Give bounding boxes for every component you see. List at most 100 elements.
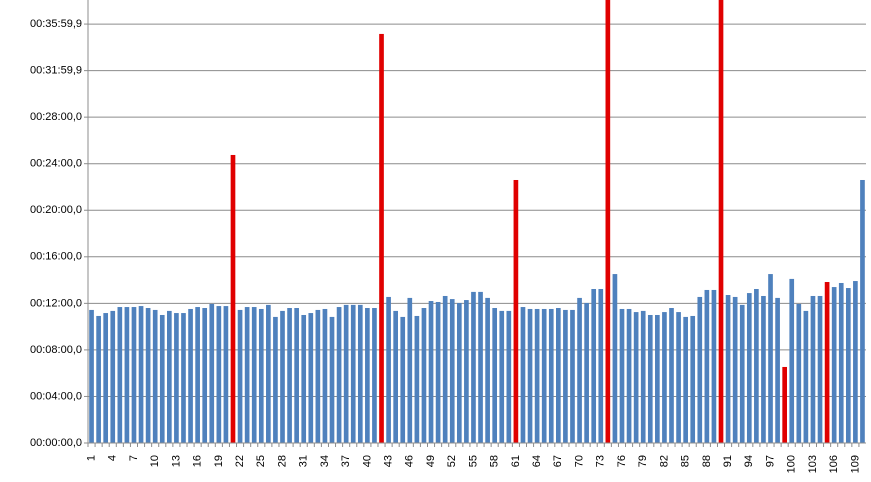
bar	[541, 308, 547, 443]
bar	[655, 314, 660, 443]
bar	[96, 315, 101, 443]
x-tick-label: 97	[764, 455, 776, 467]
bar	[591, 288, 597, 443]
bar	[435, 301, 441, 443]
x-tick-label: 16	[192, 455, 204, 467]
bar	[103, 313, 109, 443]
bar	[421, 308, 427, 443]
bar	[442, 295, 448, 443]
bar	[322, 308, 328, 443]
x-tick-label: 109	[849, 455, 861, 473]
bar	[563, 309, 568, 443]
bar	[414, 315, 420, 443]
bar	[449, 299, 455, 443]
x-tick-label: 7	[128, 455, 140, 461]
bar	[350, 304, 356, 443]
y-tick-label: 00:12:00,0	[30, 297, 82, 309]
y-tick-label: 00:16:00,0	[30, 251, 82, 263]
x-tick-label: 25	[255, 455, 267, 467]
bar	[266, 304, 271, 443]
bar	[789, 278, 795, 443]
bar	[690, 315, 696, 443]
x-tick-label: 79	[637, 455, 649, 467]
bar	[662, 312, 667, 443]
bar	[647, 314, 653, 443]
bar	[386, 296, 391, 443]
x-tick-label: 82	[658, 455, 670, 467]
y-tick-label: 00:28:00,0	[30, 111, 82, 123]
x-tick-label: 19	[213, 455, 225, 467]
bar	[251, 307, 257, 443]
bar	[768, 274, 773, 443]
bar	[216, 306, 222, 443]
bar	[640, 310, 646, 443]
bar	[145, 308, 151, 443]
x-tick-label: 13	[170, 455, 182, 467]
y-tick-label: 00:00:00,0	[30, 437, 82, 449]
x-tick-label: 4	[107, 455, 119, 461]
x-tick-label: 100	[786, 455, 798, 473]
bar	[237, 309, 243, 443]
x-tick-label: 40	[361, 455, 373, 467]
bar	[534, 308, 540, 443]
bar	[393, 310, 398, 443]
bar	[336, 307, 342, 443]
bar	[167, 310, 172, 443]
x-tick-label: 52	[446, 455, 458, 467]
bar	[556, 308, 561, 443]
bar	[499, 310, 505, 443]
bar	[845, 288, 851, 443]
bar	[110, 310, 116, 443]
bar	[676, 312, 681, 443]
bar	[329, 316, 335, 443]
bar	[117, 307, 123, 443]
bar	[612, 274, 618, 443]
x-tick-label: 34	[319, 455, 331, 467]
x-tick-label: 106	[828, 455, 840, 473]
bar	[131, 307, 137, 443]
bar	[308, 313, 314, 443]
bar	[124, 307, 130, 443]
x-tick-label: 10	[149, 455, 161, 467]
y-tick-label: 00:31:59,9	[30, 65, 82, 77]
x-tick-label: 1	[85, 455, 97, 461]
y-tick-label: 00:04:00,0	[30, 390, 82, 402]
bar	[202, 308, 208, 443]
bar	[273, 316, 278, 443]
bar	[810, 295, 816, 443]
bar	[223, 306, 229, 443]
bar	[428, 301, 434, 443]
x-tick-label: 88	[701, 455, 713, 467]
bar	[315, 309, 321, 443]
bar	[739, 304, 745, 443]
y-tick-label: 00:24:00,0	[30, 158, 82, 170]
y-tick-label: 00:35:59,9	[30, 18, 82, 30]
bar	[89, 309, 94, 443]
bar	[853, 281, 858, 443]
bar	[803, 310, 809, 443]
x-tick-label: 22	[234, 455, 246, 467]
bar	[138, 306, 144, 443]
bar	[732, 296, 738, 443]
x-tick-label: 37	[340, 455, 352, 467]
y-tick-label: 00:20:00,0	[30, 204, 82, 216]
x-tick-label: 70	[573, 455, 585, 467]
bar	[195, 307, 200, 443]
bar	[711, 289, 717, 443]
bar	[725, 295, 731, 443]
bar	[817, 295, 823, 443]
bar	[244, 307, 250, 443]
x-tick-label: 61	[510, 455, 522, 467]
bar	[527, 308, 533, 443]
x-tick-label: 49	[425, 455, 437, 467]
x-tick-label: 76	[616, 455, 628, 467]
bar	[513, 179, 519, 444]
bar	[584, 302, 589, 443]
x-tick-label: 31	[298, 455, 310, 467]
bar	[400, 316, 406, 443]
bar	[492, 308, 498, 443]
bar	[520, 307, 526, 443]
bar	[824, 282, 830, 443]
